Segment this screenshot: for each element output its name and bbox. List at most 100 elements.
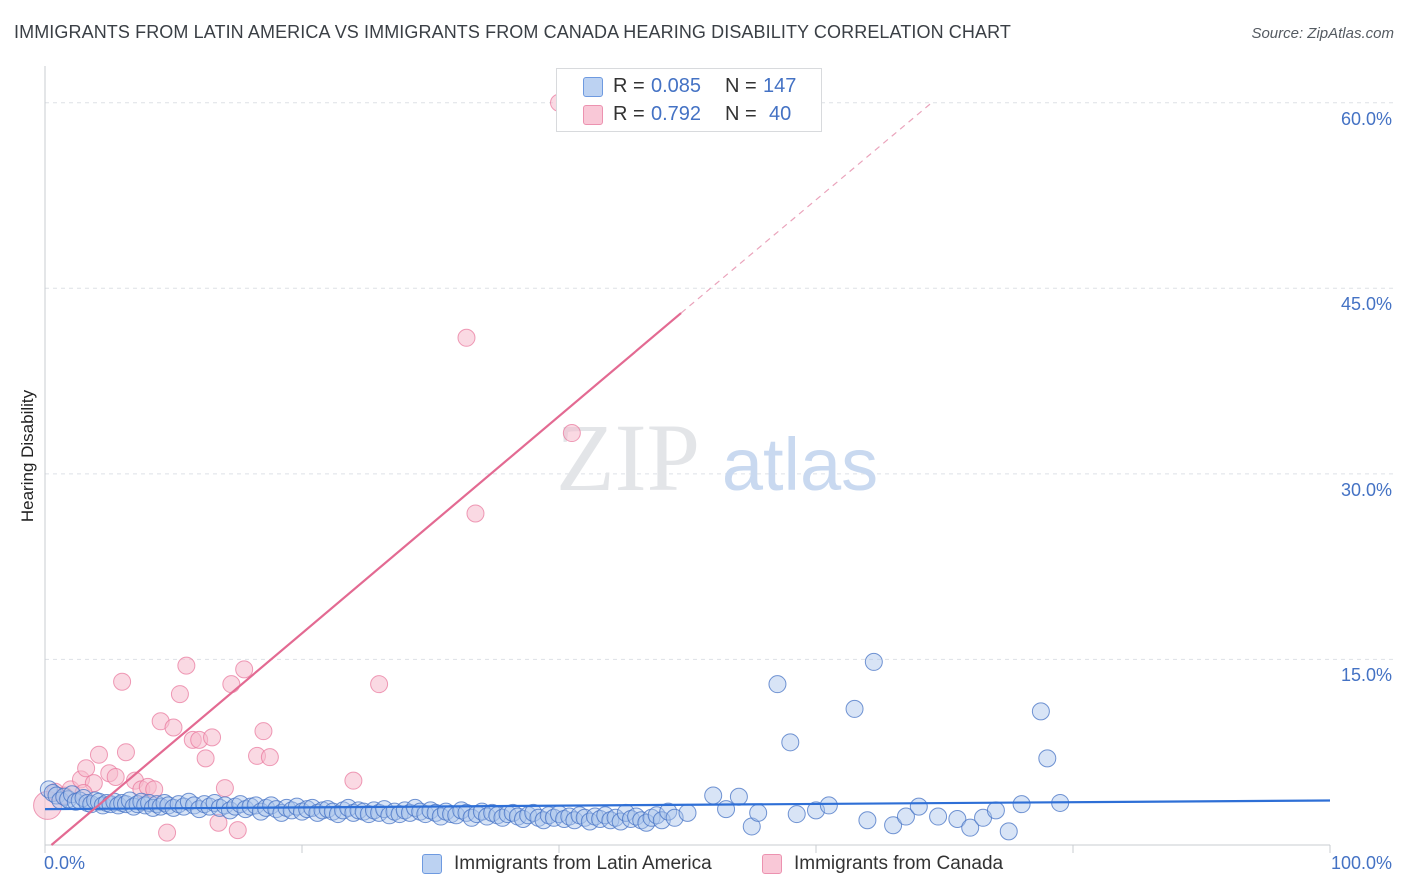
legend-n-value: 147	[763, 75, 797, 97]
trendline-canada	[50, 312, 682, 846]
data-point-canada	[466, 504, 485, 523]
legend-swatch-pink	[762, 854, 782, 874]
legend-swatch-blue	[583, 77, 603, 97]
data-point-canada	[89, 745, 108, 764]
data-point-latin-america	[678, 803, 697, 822]
data-point-latin-america	[845, 699, 864, 718]
data-point-latin-america	[637, 813, 656, 832]
data-point-latin-america	[318, 800, 337, 819]
data-point-latin-america	[896, 807, 915, 826]
data-point-latin-america	[647, 806, 666, 825]
watermark: ZIP atlas	[556, 404, 878, 511]
legend-row-canada: R = 0.792 N = 40	[557, 101, 821, 129]
data-point-latin-america	[596, 806, 615, 825]
data-point-latin-america	[524, 803, 543, 822]
watermark-zip: ZIP	[556, 404, 700, 511]
data-point-latin-america	[483, 803, 502, 822]
data-point-canada	[344, 771, 363, 790]
legend-label: Immigrants from Latin America	[454, 853, 712, 874]
y-tick-label: 45.0%	[1340, 294, 1392, 315]
data-point-latin-america	[948, 810, 967, 829]
legend-n-value: 40	[769, 103, 792, 125]
data-point-canada	[228, 821, 247, 840]
data-point-latin-america	[929, 807, 948, 826]
trendlines	[44, 102, 1331, 846]
data-point-canada	[158, 823, 177, 842]
stats-legend: R = 0.085 N = 147 R = 0.792 N = 40	[556, 68, 822, 132]
data-point-latin-america	[961, 818, 980, 837]
data-point-latin-america	[729, 787, 748, 806]
legend-row-latin-america: R = 0.085 N = 147	[557, 73, 821, 101]
data-point-latin-america	[580, 812, 599, 831]
chart-title: IMMIGRANTS FROM LATIN AMERICA VS IMMIGRA…	[14, 22, 1011, 42]
data-point-latin-america	[999, 822, 1018, 841]
data-point-latin-america	[768, 675, 787, 694]
data-point-latin-america	[565, 811, 584, 830]
data-point-latin-america	[717, 800, 736, 819]
legend-label: Immigrants from Canada	[794, 853, 1004, 874]
data-point-canada	[209, 813, 228, 832]
data-point-latin-america	[570, 806, 589, 825]
data-point-latin-america	[704, 786, 723, 805]
data-point-canada	[196, 749, 215, 768]
data-point-latin-america	[781, 733, 800, 752]
data-point-latin-america	[909, 797, 928, 816]
trendline-canada-extension	[680, 102, 933, 314]
data-point-latin-america	[819, 796, 838, 815]
legend-n-label: N =	[725, 75, 757, 97]
data-point-canada	[562, 424, 581, 443]
legend-swatch-blue	[422, 854, 442, 874]
series-latin-america-points	[39, 652, 1070, 841]
y-tick-label: 15.0%	[1340, 665, 1392, 686]
legend-r-label: R =	[613, 75, 645, 97]
x-tick-label-min: 0.0%	[44, 853, 86, 873]
data-point-canada	[457, 328, 476, 347]
data-point-latin-america	[1012, 795, 1031, 814]
data-point-canada	[145, 780, 164, 799]
data-point-latin-america	[1038, 749, 1057, 768]
legend-r-label: R =	[613, 103, 645, 125]
watermark-atlas: atlas	[722, 423, 878, 506]
y-tick-label: 30.0%	[1340, 479, 1392, 500]
data-point-latin-america	[858, 811, 877, 830]
data-point-canada	[164, 718, 183, 737]
data-point-latin-america	[308, 803, 327, 822]
y-tick-label: 60.0%	[1340, 108, 1392, 129]
legend-r-value: 0.792	[651, 103, 702, 125]
data-point-canada	[203, 728, 222, 747]
data-point-latin-america	[431, 807, 450, 826]
legend-n-label: N =	[725, 103, 757, 125]
data-point-canada	[170, 685, 189, 704]
series-legend: Immigrants from Latin America Immigrants…	[0, 852, 1406, 878]
data-point-canada	[254, 722, 273, 741]
data-point-canada	[222, 675, 241, 694]
data-point-latin-america	[986, 801, 1005, 820]
data-point-canada	[370, 675, 389, 694]
legend-r-value: 0.085	[651, 75, 702, 97]
grid-lines	[45, 102, 1395, 660]
data-point-canada	[116, 743, 135, 762]
legend-swatch-pink	[583, 105, 603, 125]
data-point-canada	[235, 660, 254, 679]
data-point-canada	[77, 759, 96, 778]
data-point-latin-america	[226, 797, 245, 816]
axes	[44, 66, 1331, 853]
data-point-canada	[106, 767, 125, 786]
trendline-latin-america	[44, 799, 1331, 811]
data-point-latin-america	[884, 816, 903, 835]
data-point-latin-america	[787, 805, 806, 824]
data-point-latin-america	[529, 808, 548, 827]
data-point-latin-america	[1031, 702, 1050, 721]
data-point-canada	[113, 672, 132, 691]
data-point-canada	[177, 656, 196, 675]
data-point-latin-america	[534, 811, 553, 830]
data-point-latin-america	[642, 808, 661, 827]
data-point-latin-america	[864, 652, 883, 671]
data-point-latin-america	[749, 803, 768, 822]
x-tick-label-max: 100.0%	[1330, 853, 1392, 873]
data-point-latin-america	[236, 800, 255, 819]
data-point-canada	[260, 748, 279, 767]
data-point-canada	[215, 779, 234, 798]
source-label: Source: ZipAtlas.com	[1251, 25, 1394, 42]
